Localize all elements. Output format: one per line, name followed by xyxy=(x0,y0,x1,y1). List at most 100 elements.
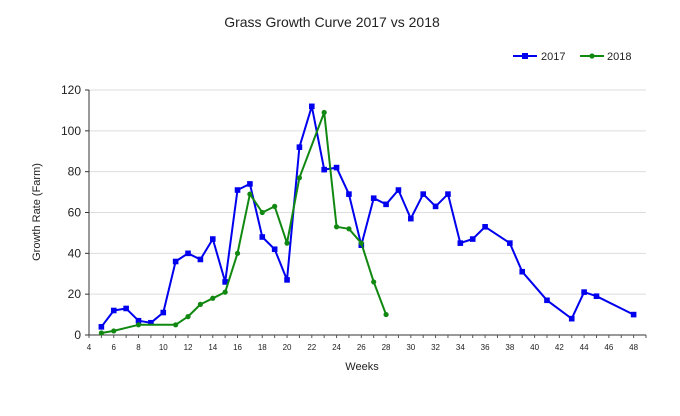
data-point xyxy=(271,246,278,253)
y-tick-label: 40 xyxy=(68,246,82,260)
data-point xyxy=(173,322,179,328)
x-tick-label: 8 xyxy=(136,343,141,352)
x-tick-label: 44 xyxy=(580,343,589,352)
x-tick-label: 36 xyxy=(481,343,490,352)
data-point xyxy=(519,268,526,275)
data-point xyxy=(197,301,203,307)
y-tick-label: 120 xyxy=(61,83,81,97)
legend: 2017 2018 xyxy=(513,51,631,63)
y-tick-label: 60 xyxy=(68,206,82,220)
data-point xyxy=(111,328,117,334)
data-point xyxy=(222,289,228,295)
series-2017 xyxy=(98,103,637,330)
data-point xyxy=(123,305,129,312)
data-point xyxy=(98,330,104,336)
data-point xyxy=(296,175,303,181)
data-point xyxy=(370,195,377,202)
x-axis-label: Weeks xyxy=(345,361,379,373)
y-axis-label: Growth Rate (Farm) xyxy=(31,163,43,261)
series-line-2018 xyxy=(101,111,388,334)
x-tick-label: 26 xyxy=(357,343,366,352)
x-tick-label: 46 xyxy=(604,343,613,352)
data-point xyxy=(135,317,142,324)
x-tick-label: 12 xyxy=(184,343,193,352)
y-tick-label: 20 xyxy=(68,287,82,301)
chart-title: Grass Growth Curve 2017 vs 2018 xyxy=(224,14,440,30)
grid xyxy=(89,89,646,295)
x-tick-label: 24 xyxy=(332,343,341,352)
legend-marker-2017 xyxy=(522,53,528,59)
x-tick-label: 32 xyxy=(431,343,440,352)
x-tick-label: 18 xyxy=(258,343,267,352)
data-point xyxy=(160,309,167,316)
x-tick-label: 14 xyxy=(208,343,217,352)
data-point xyxy=(185,250,191,257)
data-point xyxy=(209,236,216,242)
x-tick-label: 20 xyxy=(283,343,292,352)
y-tick-label: 100 xyxy=(61,124,81,138)
data-point xyxy=(445,191,451,197)
data-point xyxy=(296,144,303,150)
data-point xyxy=(135,322,142,328)
x-tick-label: 34 xyxy=(456,343,465,352)
data-point xyxy=(98,324,105,330)
legend-item-2018: 2018 xyxy=(580,51,631,63)
data-point xyxy=(222,279,228,285)
data-point xyxy=(630,311,637,318)
x-axis-ticks: 4 6 8 10 12 14 16 18 20 22 24 26 28 30 32 34 36 38 40 42 44 4… xyxy=(87,335,647,352)
data-point xyxy=(197,256,204,263)
data-point xyxy=(568,315,575,322)
x-tick-label: 30 xyxy=(406,343,415,352)
y-tick-label: 80 xyxy=(68,165,82,179)
data-point xyxy=(383,311,389,318)
x-tick-label: 22 xyxy=(307,343,316,352)
y-tick-label: 0 xyxy=(74,328,81,342)
series-2018 xyxy=(98,109,389,336)
plot-area xyxy=(98,103,637,336)
x-tick-label: 48 xyxy=(629,343,638,352)
legend-label-2017: 2017 xyxy=(541,51,565,63)
x-tick-label: 16 xyxy=(233,343,242,352)
data-point xyxy=(247,191,253,197)
data-point xyxy=(581,289,587,295)
data-point xyxy=(210,295,216,301)
data-point xyxy=(234,187,241,193)
data-point xyxy=(395,187,402,193)
data-point xyxy=(346,226,352,232)
data-point xyxy=(284,240,290,246)
x-tick-label: 4 xyxy=(87,343,92,352)
data-point xyxy=(272,203,278,209)
data-point xyxy=(544,297,550,304)
data-point xyxy=(309,103,315,110)
data-point xyxy=(247,181,253,187)
data-point xyxy=(507,240,513,246)
x-tick-label: 6 xyxy=(112,343,117,352)
data-point xyxy=(333,224,340,230)
data-point xyxy=(284,277,290,283)
data-point xyxy=(333,164,340,171)
data-point xyxy=(432,203,439,210)
data-point xyxy=(482,223,488,230)
x-tick-label: 42 xyxy=(555,343,564,352)
data-point xyxy=(383,201,389,208)
data-point xyxy=(408,215,414,222)
data-point xyxy=(593,293,600,300)
x-tick-label: 38 xyxy=(505,343,514,352)
legend-label-2018: 2018 xyxy=(607,51,631,63)
y-axis-ticks: 0 20 40 60 80 100 120 xyxy=(61,83,89,342)
data-point xyxy=(358,240,364,246)
data-point xyxy=(469,236,476,242)
data-point xyxy=(371,279,377,285)
data-point xyxy=(172,258,179,265)
data-point xyxy=(259,209,265,216)
data-point xyxy=(185,314,191,320)
x-tick-label: 10 xyxy=(159,343,168,352)
data-point xyxy=(110,307,117,314)
legend-item-2017: 2017 xyxy=(513,51,565,63)
data-point xyxy=(259,234,266,240)
data-point xyxy=(457,240,464,246)
data-point xyxy=(234,250,241,256)
data-point xyxy=(321,166,327,173)
x-tick-label: 28 xyxy=(382,343,391,352)
